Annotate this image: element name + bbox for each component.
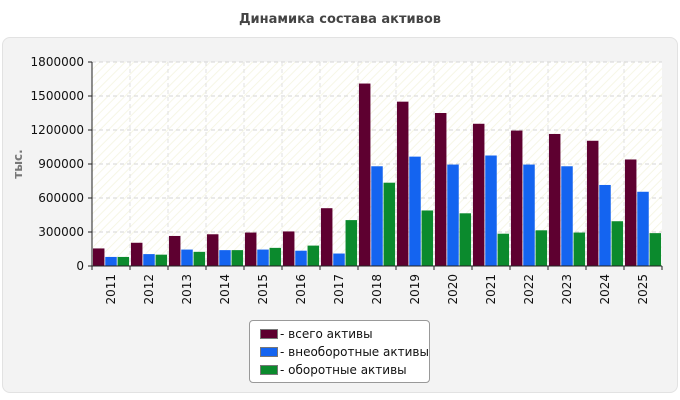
bar-noncurrent-2020 [447,164,459,266]
bar-current-2017 [345,220,358,266]
bar-noncurrent-2023 [561,166,573,266]
bar-current-2025 [649,233,662,266]
bar-noncurrent-2021 [485,155,497,266]
bar-noncurrent-2014 [219,250,231,266]
x-tick-label-2021: 2021 [484,274,498,305]
bar-noncurrent-2019 [409,156,421,266]
legend-swatch-noncurrent [260,347,278,357]
bar-current-2013 [193,251,206,266]
bar-total-2021 [472,123,485,267]
bar-noncurrent-2025 [637,191,649,266]
bar-noncurrent-2022 [523,164,535,266]
bar-current-2016 [307,245,320,266]
legend-swatch-total [260,329,278,339]
x-tick-label-2016: 2016 [294,274,308,305]
bar-noncurrent-2017 [333,253,345,266]
x-tick-label-2014: 2014 [218,274,232,305]
bar-total-2013 [168,235,181,266]
chart-title: Динамика состава активов [238,12,442,27]
x-tick-label-2015: 2015 [256,274,270,305]
bar-total-2015 [244,232,257,266]
x-tick-label-2018: 2018 [370,274,384,305]
bar-total-2024 [586,140,599,266]
legend-item-total: - всего активы [260,325,429,343]
y-tick-label: 300000 [38,225,84,239]
bar-noncurrent-2024 [599,184,611,266]
bar-current-2018 [383,182,396,266]
bar-current-2011 [117,256,130,266]
bar-noncurrent-2011 [105,256,117,266]
x-tick-label-2017: 2017 [332,274,346,305]
bar-noncurrent-2015 [257,249,269,266]
bar-noncurrent-2013 [181,249,193,266]
y-tick-label: 1500000 [31,89,84,103]
bar-current-2019 [421,210,434,266]
y-tick-label: 600000 [38,191,84,205]
y-tick-label: 0 [76,259,84,273]
bar-noncurrent-2012 [143,254,155,266]
x-tick-label-2023: 2023 [560,274,574,305]
y-tick-label: 900000 [38,157,84,171]
bar-total-2018 [358,83,371,267]
y-tick-label: 1200000 [31,123,84,137]
x-tick-label-2025: 2025 [636,274,650,305]
legend-item-current: - оборотные активы [260,361,429,379]
bar-total-2023 [548,133,561,266]
x-tick-label-2012: 2012 [142,274,156,305]
bar-current-2015 [269,247,282,266]
x-tick-label-2011: 2011 [104,274,118,305]
bar-total-2011 [92,248,105,266]
y-axis-label: тыс. [11,149,25,178]
bar-total-2014 [206,234,219,266]
bar-current-2024 [611,221,624,266]
x-tick-label-2020: 2020 [446,274,460,305]
legend: - всего активы - внеоборотные активы - о… [249,320,430,383]
bar-total-2016 [282,231,295,266]
bar-current-2014 [231,250,244,266]
legend-swatch-current [260,365,278,375]
x-tick-label-2019: 2019 [408,274,422,305]
bar-total-2025 [624,159,637,266]
legend-label-current: - оборотные активы [280,363,407,377]
bar-current-2020 [459,213,472,266]
bar-total-2022 [510,130,523,266]
bar-total-2017 [320,208,333,266]
bar-current-2022 [535,230,548,266]
bar-total-2020 [434,113,447,266]
bar-total-2019 [396,101,409,267]
legend-item-noncurrent: - внеоборотные активы [260,343,429,361]
bar-total-2012 [130,242,143,266]
x-tick-label-2013: 2013 [180,274,194,305]
x-tick-label-2022: 2022 [522,274,536,305]
bar-current-2023 [573,232,586,266]
bar-current-2012 [155,254,168,266]
legend-label-total: - всего активы [280,327,373,341]
legend-label-noncurrent: - внеоборотные активы [280,345,429,359]
x-tick-label-2024: 2024 [598,274,612,305]
bar-current-2021 [497,233,510,266]
bar-noncurrent-2016 [295,250,307,266]
y-tick-label: 1800000 [31,55,84,69]
bar-noncurrent-2018 [371,166,383,266]
